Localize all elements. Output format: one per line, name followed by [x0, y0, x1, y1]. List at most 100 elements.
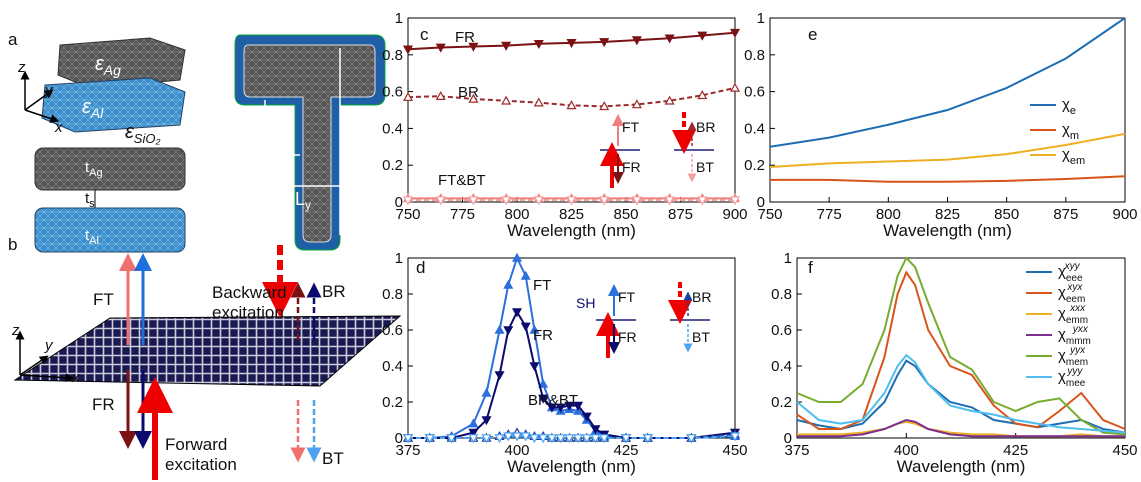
y-tick-label: 0.4 [382, 358, 403, 375]
y-tick-label: 0.4 [382, 120, 403, 137]
series-line [408, 312, 735, 438]
legend-label: χmemyyx [1058, 345, 1088, 368]
panel-label: f [808, 258, 813, 277]
annotation: FT [533, 277, 551, 294]
legend-symbol: χ [1058, 305, 1066, 322]
legend-label: χmmmyxx [1058, 324, 1091, 347]
panel-label: b [8, 235, 17, 254]
legend-symbol: χ [1058, 326, 1066, 343]
x-tick-label: 450 [722, 442, 747, 459]
legend-sup: yxx [1072, 324, 1089, 335]
axis-x: x [54, 119, 63, 136]
legend-symbol: χ [1058, 284, 1066, 301]
legend-sup: xyy [1064, 261, 1081, 272]
x-tick-label: 875 [1053, 206, 1078, 223]
x-axis-label: Wavelength (nm) [507, 457, 636, 476]
legend-symbol: χ [1062, 96, 1070, 113]
x-tick-label: 375 [784, 442, 809, 459]
legend-sup: xyx [1066, 282, 1083, 293]
panel-label: c [420, 25, 429, 44]
series-marker [502, 97, 510, 104]
series-marker [469, 420, 477, 427]
series-marker [482, 389, 490, 396]
panel-label: d [416, 258, 425, 277]
annotation: BR&BT [528, 392, 578, 409]
legend-label: χem [1062, 146, 1085, 167]
label-fr: FR [92, 395, 115, 414]
legend-label: χeemxyx [1058, 282, 1085, 305]
legend-symbol: χ [1062, 146, 1070, 163]
inset-label: BT [696, 159, 714, 175]
x-tick-label: 375 [395, 442, 420, 459]
y-tick-label: 1 [757, 10, 765, 27]
legend-sub: mee [1066, 378, 1086, 389]
legend-label: χemmxxx [1058, 303, 1088, 326]
x-axis-label: Wavelength (nm) [507, 221, 636, 240]
legend-sub: m [1070, 130, 1079, 142]
axis-y: y [44, 337, 54, 354]
legend-symbol: χ [1062, 121, 1070, 138]
inset-label: BR [696, 119, 715, 135]
series-line [770, 176, 1125, 182]
legend-sup: yyy [1066, 366, 1083, 377]
y-tick-label: 0.4 [744, 120, 765, 137]
y-tick-label: 1 [784, 250, 792, 267]
x-tick-label: 900 [1112, 206, 1137, 223]
dim-d: D [248, 134, 261, 154]
legend-sup: xxx [1069, 303, 1086, 314]
series-marker [496, 372, 504, 379]
x-tick-label: 875 [668, 206, 693, 223]
label-bt: BT [322, 449, 344, 468]
t-s: ts [85, 190, 95, 210]
inset-label: FT [618, 289, 636, 305]
legend-sub: e [1070, 105, 1076, 117]
legend-label: χe [1062, 96, 1076, 117]
legend-sup: yyx [1069, 345, 1086, 356]
forward-excitation: Forwardexcitation [165, 435, 237, 474]
y-tick-label: 0.6 [771, 322, 792, 339]
x-tick-label: 750 [395, 206, 420, 223]
inset-label: BT [692, 329, 710, 345]
series-line [770, 18, 1125, 147]
legend-sub: em [1070, 155, 1085, 167]
y-tick-label: 0.2 [771, 394, 792, 411]
x-axis-label: Wavelength (nm) [883, 221, 1012, 240]
series-marker [530, 363, 538, 370]
annotation: FT&BT [438, 172, 486, 189]
y-tick-label: 0.2 [382, 394, 403, 411]
panel-label: a [8, 30, 18, 49]
panel-a-drawing [25, 35, 385, 252]
series-marker [522, 272, 530, 279]
annotation: FR [455, 29, 475, 46]
series-marker [504, 281, 512, 288]
y-tick-label: 0.8 [744, 47, 765, 64]
annotation: FR [533, 327, 553, 344]
legend-label: χeeexyy [1058, 261, 1083, 284]
series-marker [504, 327, 512, 334]
x-tick-label: 750 [757, 206, 782, 223]
inset-label: FT [622, 119, 640, 135]
y-tick-label: 0.4 [771, 358, 792, 375]
series-marker [496, 326, 504, 333]
series-marker [731, 84, 739, 91]
axis-x: x [71, 369, 80, 386]
dim-lx: Lx [348, 124, 364, 147]
x-tick-label: 450 [1112, 442, 1137, 459]
panel-label: e [808, 25, 817, 44]
y-tick-label: 0.6 [382, 322, 403, 339]
y-tick-label: 1 [395, 10, 403, 27]
y-tick-label: 1 [395, 250, 403, 267]
series-marker [522, 323, 530, 330]
figure: z y x εAg εAl εSiO₂ tAg ts tAl D Lx Ly z… [0, 0, 1141, 482]
inset-label: FR [618, 329, 637, 345]
legend-symbol: χ [1058, 347, 1066, 364]
legend-label: χmeeyyy [1058, 366, 1086, 389]
label-br: BR [322, 282, 346, 301]
y-tick-label: 0.8 [382, 47, 403, 64]
y-tick-label: 0.2 [744, 157, 765, 174]
x-tick-label: 775 [450, 206, 475, 223]
inset-label: FR [622, 159, 641, 175]
x-tick-label: 775 [817, 206, 842, 223]
legend-symbol: χ [1058, 368, 1066, 385]
